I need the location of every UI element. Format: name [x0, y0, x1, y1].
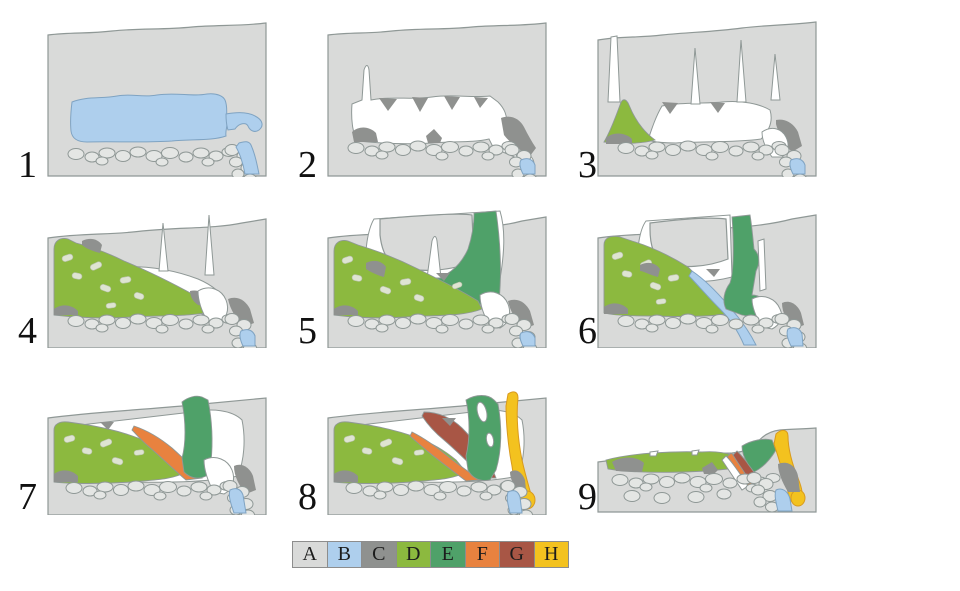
white-gap-1	[649, 450, 659, 457]
panel-8-diagram	[327, 391, 547, 515]
panel-8	[322, 350, 552, 515]
speleothem-patches	[54, 422, 256, 494]
ceiling-crack-2	[204, 214, 215, 276]
white-oval-2	[485, 432, 495, 448]
legend-label-G: G	[509, 543, 524, 565]
legend-label-F: F	[476, 543, 488, 565]
entrance-shaft	[607, 35, 621, 103]
white-slot	[757, 238, 767, 292]
legend-swatch-C: C	[361, 541, 397, 568]
legend-swatch-B: B	[326, 541, 362, 568]
legend-swatch-A: A	[292, 541, 328, 568]
cave-air	[647, 101, 772, 144]
sediment-E	[465, 395, 502, 481]
panel-3	[592, 12, 822, 177]
panel-7-number: 7	[18, 476, 37, 518]
ceiling-crack-2	[736, 39, 747, 103]
panel-1-number: 1	[18, 144, 37, 186]
panel-4	[42, 183, 272, 348]
white-oval-1	[476, 401, 488, 423]
legend-swatch-E: E	[430, 541, 466, 568]
panel-7-diagram	[47, 395, 267, 515]
ceiling-crack-3	[770, 53, 781, 101]
water-stream	[774, 488, 793, 512]
water-pool	[789, 158, 806, 175]
panel-6-number: 6	[578, 310, 597, 352]
panel-3-number: 3	[578, 144, 597, 186]
legend-swatch-H: H	[533, 541, 569, 568]
panel-5	[322, 183, 552, 348]
panel-2-number: 2	[298, 144, 317, 186]
sediment-E-remnant	[741, 438, 777, 473]
panel-1-diagram	[47, 22, 267, 177]
rock-clasts	[611, 251, 680, 305]
panel-6	[592, 183, 822, 348]
legend-swatch-D: D	[395, 541, 431, 568]
rock-clasts	[343, 434, 425, 466]
water-stream	[786, 327, 804, 347]
rock-clasts	[61, 253, 145, 309]
panel-4-number: 4	[18, 310, 37, 352]
panel-5-number: 5	[298, 310, 317, 352]
panel-1	[42, 12, 272, 177]
ceiling-crack-1	[158, 222, 169, 272]
panel-9-diagram	[597, 427, 817, 513]
legend-label-H: H	[544, 543, 559, 565]
legend-swatch-F: F	[464, 541, 500, 568]
legend-swatch-G: G	[499, 541, 535, 568]
water-pool	[519, 331, 536, 347]
panel-8-number: 8	[298, 476, 317, 518]
panel-9-number: 9	[578, 476, 597, 518]
legend: A B C D E F G H	[292, 541, 569, 568]
panel-2-diagram	[327, 22, 547, 177]
legend-label-A: A	[302, 543, 317, 565]
water-stream	[506, 490, 523, 514]
ceiling-crack-1	[690, 47, 701, 105]
cave-water	[70, 93, 228, 143]
gray-patches	[612, 457, 800, 492]
rock-clasts	[341, 255, 463, 302]
rock-clasts	[63, 434, 145, 466]
panel-4-diagram	[47, 214, 267, 348]
sediment-D	[333, 421, 467, 484]
speleothem-patches	[606, 102, 802, 152]
boulders	[611, 472, 781, 513]
sediment-cone-D	[603, 99, 656, 144]
legend-label-E: E	[441, 543, 454, 565]
panel-3-diagram	[597, 21, 817, 177]
water-pool	[519, 158, 536, 175]
legend-label-C: C	[372, 543, 386, 565]
speleothem-patches	[352, 96, 536, 156]
water-stream	[228, 488, 247, 514]
panel-2	[322, 12, 552, 177]
legend-label-B: B	[337, 543, 351, 565]
panel-7	[42, 350, 272, 515]
water-stream	[235, 141, 260, 175]
water-pool	[239, 329, 256, 347]
panel-9	[592, 350, 822, 515]
panel-6-diagram	[597, 214, 817, 348]
legend-label-D: D	[406, 543, 421, 565]
panel-5-diagram	[327, 210, 547, 348]
sediment-F	[409, 431, 482, 482]
white-spike	[426, 236, 442, 279]
water-outlet-channel	[225, 112, 263, 132]
flowstone-bulb	[790, 489, 806, 507]
white-gap-2	[691, 449, 700, 456]
